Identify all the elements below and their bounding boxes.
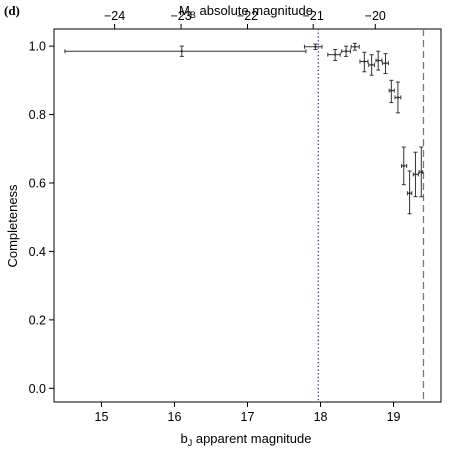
x-tick-label: 19 bbox=[387, 410, 401, 424]
top-tick-label: −20 bbox=[365, 9, 386, 23]
data-point bbox=[303, 43, 323, 51]
data-point bbox=[341, 45, 351, 57]
top-tick-label: −21 bbox=[303, 9, 324, 23]
data-point bbox=[401, 146, 408, 186]
point-marker bbox=[363, 60, 366, 63]
data-point bbox=[418, 146, 424, 198]
top-axis-title-sub: B bbox=[190, 10, 196, 20]
data-point bbox=[394, 81, 402, 114]
point-marker bbox=[390, 89, 393, 92]
x-tick-label: 15 bbox=[95, 410, 109, 424]
data-point bbox=[350, 42, 360, 51]
point-marker bbox=[353, 45, 357, 48]
point-marker bbox=[384, 62, 387, 65]
top-axis-title-main: M bbox=[179, 3, 190, 18]
x-axis-title-rest: apparent magnitude bbox=[192, 431, 311, 446]
data-point bbox=[406, 170, 413, 215]
x-axis-title: bJ apparent magnitude bbox=[181, 431, 312, 448]
top-tick-label: −23 bbox=[170, 9, 191, 23]
y-tick-label: 0.2 bbox=[29, 313, 46, 327]
y-tick-label: 0.8 bbox=[29, 108, 46, 122]
y-tick-label: 0.0 bbox=[29, 382, 46, 396]
data-point bbox=[327, 49, 341, 61]
point-marker bbox=[396, 96, 400, 99]
x-tick-label: 18 bbox=[314, 410, 328, 424]
data-point bbox=[375, 50, 383, 71]
point-marker bbox=[370, 63, 373, 67]
top-tick-label: −24 bbox=[104, 9, 125, 23]
top-tick-label: −22 bbox=[237, 9, 258, 23]
point-marker bbox=[180, 50, 183, 53]
data-point bbox=[64, 45, 307, 57]
point-marker bbox=[314, 45, 317, 48]
data-point bbox=[382, 53, 389, 74]
data-point bbox=[368, 54, 376, 76]
point-marker bbox=[414, 173, 417, 176]
data-point bbox=[388, 79, 395, 104]
data-point bbox=[359, 51, 369, 73]
y-tick-label: 0.4 bbox=[29, 245, 46, 259]
point-marker bbox=[402, 164, 405, 168]
top-axis-title: MB absolute magnitude bbox=[179, 3, 313, 20]
x-axis-title-main: b bbox=[181, 431, 188, 446]
y-tick-label: 0.6 bbox=[29, 176, 46, 190]
plot-frame bbox=[53, 28, 442, 403]
top-axis-title-rest: absolute magnitude bbox=[196, 3, 313, 18]
y-tick-label: 1.0 bbox=[29, 40, 46, 54]
panel-label: (d) bbox=[4, 3, 20, 18]
point-marker bbox=[420, 170, 423, 174]
point-marker bbox=[377, 59, 380, 62]
x-tick-label: 17 bbox=[241, 410, 255, 424]
point-marker bbox=[344, 50, 348, 53]
point-marker bbox=[333, 53, 337, 56]
y-axis-title: Completeness bbox=[5, 184, 20, 268]
x-tick-label: 16 bbox=[168, 410, 182, 424]
data-point bbox=[412, 151, 419, 198]
x-axis-title-sub: J bbox=[188, 438, 193, 448]
point-marker bbox=[408, 192, 411, 195]
